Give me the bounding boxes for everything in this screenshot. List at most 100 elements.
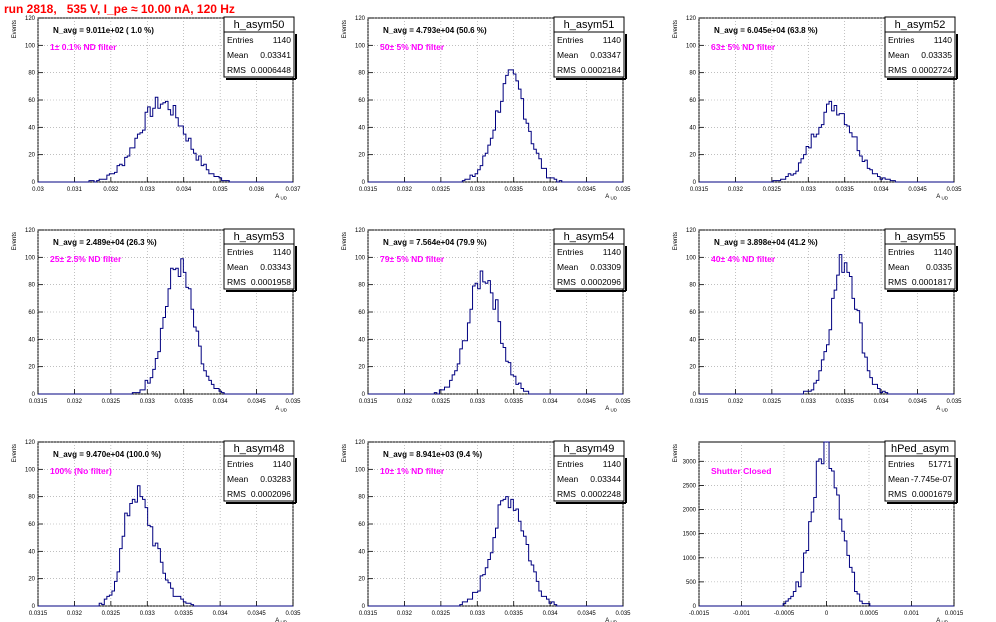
stats-label: RMS xyxy=(888,277,907,287)
histogram-h_asym49: 0.0315 0.032 0.0325 0.033 0.0335 0.034 0.0345 0… xyxy=(342,440,631,622)
x-tick-label: 0.032 xyxy=(397,187,413,193)
y-tick-label: 0 xyxy=(693,392,697,398)
stats-label: Entries xyxy=(227,35,253,45)
histogram-outline xyxy=(699,441,954,607)
stats-label: Mean xyxy=(227,474,249,484)
x-tick-label: 0.034 xyxy=(213,611,229,617)
stats-value: 0.0002184 xyxy=(581,65,621,75)
histogram-outline xyxy=(38,96,293,183)
stats-label: RMS xyxy=(557,277,576,287)
y-tick-label: 60 xyxy=(358,98,365,104)
stats-value: 1140 xyxy=(273,35,292,45)
stats-label: Entries xyxy=(557,459,583,469)
stats-box xyxy=(553,243,625,290)
x-tick-label: 0.033 xyxy=(470,399,486,405)
y-tick-label: 60 xyxy=(358,310,365,316)
stats-label: Mean xyxy=(888,262,910,272)
hist-title: h_asym48 xyxy=(234,443,285,455)
x-tick-label: 0.033 xyxy=(140,611,156,617)
x-tick-label: 0.0325 xyxy=(102,611,121,617)
hist-title: h_asym55 xyxy=(895,231,946,243)
y-tick-label: 40 xyxy=(689,125,696,131)
y-axis-label: Events xyxy=(12,20,18,38)
x-tick-label: 0.0335 xyxy=(505,399,524,405)
x-tick-label: 0.0335 xyxy=(505,187,524,193)
stats-label: Entries xyxy=(227,247,253,257)
stats-value: 51771 xyxy=(928,459,952,469)
navg-label: N_avg = 6.045e+04 (63.8 %) xyxy=(714,26,818,35)
stats-value: 0.0002248 xyxy=(581,489,621,499)
filter-label: 100% (No filter) xyxy=(50,466,112,476)
stats-label: Entries xyxy=(557,35,583,45)
y-tick-label: 2500 xyxy=(683,483,697,489)
y-tick-label: 60 xyxy=(689,310,696,316)
y-tick-label: 0 xyxy=(362,180,366,186)
x-tick-label: 0.032 xyxy=(728,399,744,405)
stats-box xyxy=(223,243,295,290)
x-tick-label: 0.0325 xyxy=(432,611,451,617)
x-tick-label: 0.032 xyxy=(728,187,744,193)
x-tick-label: 0.0315 xyxy=(359,611,378,617)
y-tick-label: 0 xyxy=(32,180,36,186)
y-tick-label: 80 xyxy=(28,71,35,77)
y-tick-label: 0 xyxy=(32,604,36,610)
stats-value: 0.03341 xyxy=(260,50,291,60)
y-tick-label: 3000 xyxy=(683,459,697,465)
x-tick-label: 0.034 xyxy=(213,399,229,405)
x-tick-label: 0.035 xyxy=(615,611,631,617)
y-tick-label: 80 xyxy=(358,71,365,77)
x-tick-label: 0.034 xyxy=(543,187,559,193)
y-tick-label: 60 xyxy=(689,98,696,104)
stats-label: Mean xyxy=(888,50,910,60)
x-tick-label: 0 xyxy=(825,611,829,617)
y-axis-label: Events xyxy=(342,444,348,462)
x-tick-label: 0.03 xyxy=(32,187,44,193)
x-tick-label: 0.0315 xyxy=(359,187,378,193)
stats-box xyxy=(884,243,956,290)
y-tick-label: 20 xyxy=(28,365,35,371)
x-axis-label: A UD xyxy=(275,194,288,201)
y-tick-label: 40 xyxy=(28,125,35,131)
y-tick-label: 120 xyxy=(686,228,697,234)
y-axis-label: Events xyxy=(12,232,18,250)
x-tick-label: 0.035 xyxy=(285,399,301,405)
stats-label: RMS xyxy=(888,489,907,499)
x-tick-label: 0.035 xyxy=(213,187,229,193)
navg-label: N_avg = 8.941e+03 (9.4 %) xyxy=(383,450,483,459)
x-tick-label: 0.0345 xyxy=(908,187,927,193)
navg-label: N_avg = 7.564e+04 (79.9 %) xyxy=(383,238,487,247)
x-tick-label: 0.0335 xyxy=(175,611,194,617)
navg-label: N_avg = 2.489e+04 (26.3 %) xyxy=(53,238,157,247)
stats-value: 1140 xyxy=(603,459,622,469)
y-tick-label: 100 xyxy=(25,467,36,473)
y-tick-label: 2000 xyxy=(683,508,697,514)
x-tick-label: 0.034 xyxy=(543,611,559,617)
x-tick-label: 0.035 xyxy=(615,399,631,405)
stats-value: -7.745e-07 xyxy=(911,474,952,484)
x-tick-label: 0.035 xyxy=(285,611,301,617)
x-tick-label: 0.035 xyxy=(615,187,631,193)
stats-label: RMS xyxy=(557,65,576,75)
y-tick-label: 120 xyxy=(355,440,366,446)
y-tick-label: 0 xyxy=(362,392,366,398)
x-tick-label: 0.0325 xyxy=(432,187,451,193)
x-axis-label: A UD xyxy=(275,618,288,622)
x-tick-label: 0.032 xyxy=(67,611,83,617)
stats-label: RMS xyxy=(557,489,576,499)
x-tick-label: 0.0335 xyxy=(505,611,524,617)
stats-label: Entries xyxy=(888,247,914,257)
x-tick-label: -0.0015 xyxy=(689,611,710,617)
histogram-outline xyxy=(368,69,623,183)
x-tick-label: 0.0315 xyxy=(359,399,378,405)
x-tick-label: 0.0015 xyxy=(945,611,964,617)
y-tick-label: 20 xyxy=(358,577,365,583)
stats-label: Mean xyxy=(227,262,249,272)
y-tick-label: 80 xyxy=(358,283,365,289)
y-tick-label: 120 xyxy=(355,228,366,234)
x-tick-label: 0.032 xyxy=(103,187,119,193)
stats-value: 0.0002724 xyxy=(912,65,952,75)
y-tick-label: 20 xyxy=(28,577,35,583)
histogram-outline xyxy=(38,258,293,395)
x-tick-label: 0.033 xyxy=(140,187,156,193)
x-tick-label: 0.032 xyxy=(67,399,83,405)
